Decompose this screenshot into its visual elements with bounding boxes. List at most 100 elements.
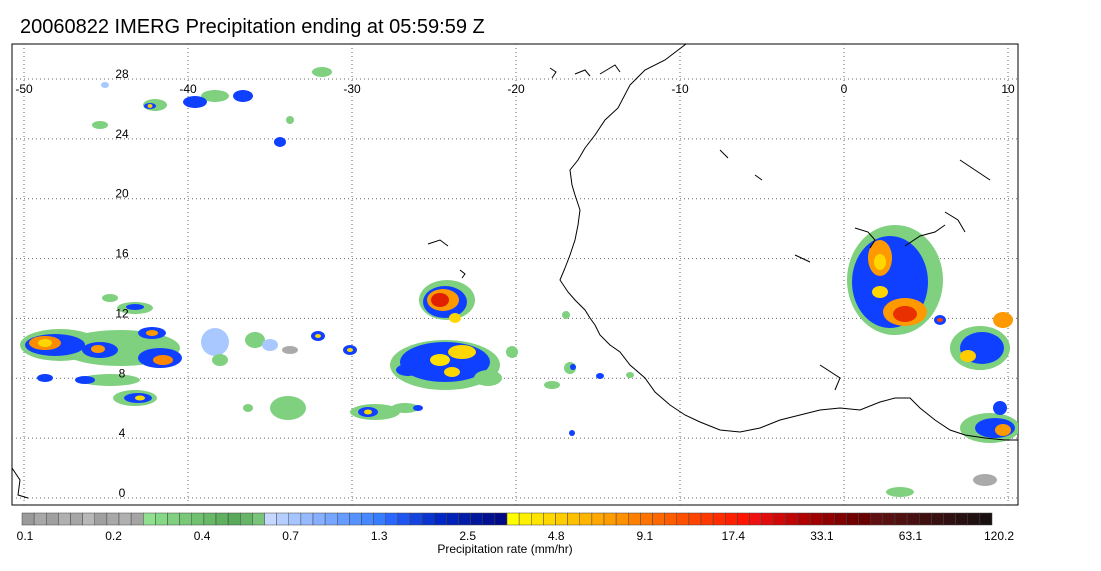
colorbar-cell xyxy=(967,512,981,526)
colorbar-cell xyxy=(33,512,47,526)
colorbar-cell xyxy=(179,512,192,526)
colorbar-cell xyxy=(979,512,993,526)
colorbar-cell xyxy=(579,512,593,526)
colorbar-cell xyxy=(955,512,968,526)
colorbar-cell xyxy=(252,512,265,526)
colorbar-cell xyxy=(700,512,714,526)
latitude-tick-label: 20 xyxy=(115,187,129,201)
colorbar-cell xyxy=(300,512,314,526)
colorbar-cell xyxy=(676,512,690,526)
rain-cluster-coast xyxy=(544,311,634,436)
colorbar-cell xyxy=(737,512,750,526)
colorbar-cell xyxy=(652,512,665,526)
colorbar-cell xyxy=(361,512,374,526)
colorbar-cell xyxy=(506,512,520,526)
latitude-tick-label: 4 xyxy=(119,426,126,440)
colorbar-cell xyxy=(797,512,811,526)
colorbar-cell xyxy=(482,512,496,526)
colorbar-cell xyxy=(688,512,702,526)
colorbar-tick-label: 0.7 xyxy=(282,529,299,543)
latitude-labels: 28 24 20 16 12 8 4 0 xyxy=(115,67,129,500)
longitude-tick-label: -10 xyxy=(671,82,689,96)
colorbar-cell xyxy=(191,512,205,526)
colorbar-cell xyxy=(46,512,59,526)
colorbar-cell xyxy=(82,512,95,526)
colorbar-tick-label: 9.1 xyxy=(636,529,653,543)
colorbar-cell xyxy=(931,512,944,526)
longitude-tick-label: -20 xyxy=(507,82,525,96)
colorbar-cell xyxy=(494,512,508,526)
rain-cluster-west xyxy=(20,294,182,406)
colorbar-cell xyxy=(555,512,568,526)
colorbar-cell xyxy=(543,512,556,526)
colorbar-cell xyxy=(215,512,229,526)
colorbar-cell xyxy=(712,512,726,526)
colorbar-cell xyxy=(373,512,386,526)
precipitation-field xyxy=(20,67,1018,497)
latitude-tick-label: 8 xyxy=(119,366,126,380)
colorbar-tick-label: 63.1 xyxy=(899,529,923,543)
colorbar-tick-label: 33.1 xyxy=(810,529,834,543)
colorbar-cell xyxy=(834,512,847,526)
colorbar-cell xyxy=(446,512,459,526)
colorbar-cell xyxy=(409,512,423,526)
latitude-tick-label: 0 xyxy=(119,486,126,500)
colorbar-cell xyxy=(640,512,653,526)
colorbar-tick-label: 1.3 xyxy=(371,529,388,543)
colorbar-cell xyxy=(773,512,787,526)
longitude-labels: -50 -40 -30 -20 -10 0 10 xyxy=(15,82,1015,96)
latitude-tick-label: 24 xyxy=(115,127,129,141)
rain-cluster-east xyxy=(847,225,1018,497)
colorbar-cell xyxy=(567,512,580,526)
colorbar-cell xyxy=(846,512,859,526)
colorbar-cell xyxy=(167,512,180,526)
colorbar-cell xyxy=(264,512,277,526)
colorbar-title: Precipitation rate (mm/hr) xyxy=(437,542,572,556)
colorbar-cell xyxy=(603,512,617,526)
latitude-tick-label: 28 xyxy=(115,67,129,81)
colorbar-cell xyxy=(870,512,884,526)
colorbar-cell xyxy=(94,512,108,526)
colorbar-tick-label: 0.2 xyxy=(105,529,122,543)
longitude-tick-label: 10 xyxy=(1001,82,1015,96)
colorbar: 0.1 0.2 0.4 0.7 1.3 2.5 4.8 9.1 17.4 33.1 63.1 120.… xyxy=(17,512,1014,556)
longitude-tick-label: -30 xyxy=(343,82,361,96)
colorbar-cell xyxy=(858,512,871,526)
longitude-tick-label: 0 xyxy=(841,82,848,96)
colorbar-cell xyxy=(203,512,217,526)
colorbar-cell xyxy=(130,512,144,526)
colorbar-cell xyxy=(761,512,774,526)
colorbar-cell xyxy=(894,512,908,526)
colorbar-cell xyxy=(337,512,350,526)
colorbar-cell xyxy=(106,512,120,526)
colorbar-cell xyxy=(943,512,956,526)
colorbar-cell xyxy=(591,512,605,526)
colorbar-cell xyxy=(470,512,483,526)
colorbar-cell xyxy=(155,512,168,526)
colorbar-cell xyxy=(70,512,83,526)
colorbar-cell xyxy=(349,512,362,526)
colorbar-cell xyxy=(458,512,471,526)
colorbar-cell xyxy=(919,512,932,526)
latitude-tick-label: 12 xyxy=(115,306,129,320)
colorbar-tick-label: 2.5 xyxy=(459,529,476,543)
colorbar-cell xyxy=(240,512,253,526)
rain-cluster-scattered xyxy=(92,67,357,420)
colorbar-cell xyxy=(143,512,156,526)
colorbar-tick-label: 4.8 xyxy=(548,529,565,543)
colorbar-cell xyxy=(324,512,338,526)
map-title: 20060822 IMERG Precipitation ending at 0… xyxy=(20,16,485,38)
colorbar-cell xyxy=(531,512,544,526)
colorbar-cell xyxy=(664,512,677,526)
colorbar-cell xyxy=(434,512,447,526)
colorbar-cell xyxy=(312,512,326,526)
colorbar-cell xyxy=(628,512,641,526)
colorbar-cell xyxy=(58,512,71,526)
colorbar-cell xyxy=(809,512,823,526)
colorbar-cell xyxy=(882,512,896,526)
colorbar-cell xyxy=(421,512,435,526)
colorbar-cell xyxy=(749,512,762,526)
colorbar-cell xyxy=(615,512,629,526)
colorbar-tick-label: 17.4 xyxy=(722,529,746,543)
